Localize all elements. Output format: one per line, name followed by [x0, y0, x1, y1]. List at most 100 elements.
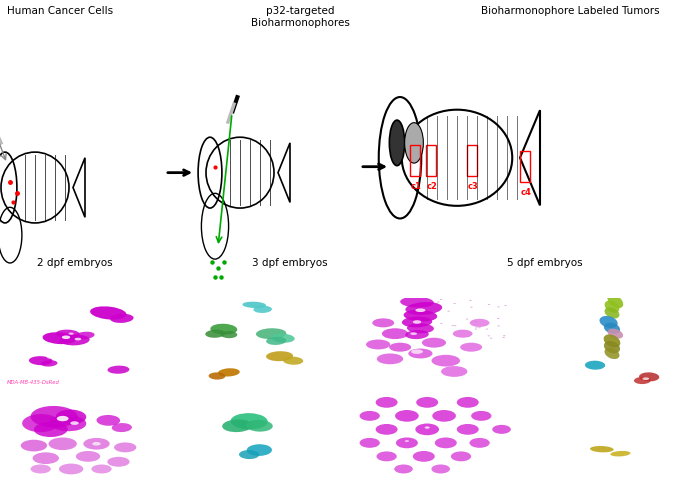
Ellipse shape [410, 367, 424, 372]
Ellipse shape [405, 330, 429, 339]
Ellipse shape [457, 397, 479, 408]
Ellipse shape [413, 320, 421, 324]
Ellipse shape [599, 316, 617, 328]
Ellipse shape [210, 324, 237, 334]
Ellipse shape [108, 365, 130, 374]
Text: c4': c4' [533, 395, 550, 405]
Ellipse shape [486, 329, 488, 330]
Ellipse shape [22, 414, 60, 432]
Ellipse shape [605, 348, 620, 359]
Ellipse shape [396, 438, 418, 448]
Ellipse shape [466, 318, 468, 319]
Ellipse shape [405, 440, 409, 442]
Ellipse shape [408, 348, 433, 359]
Ellipse shape [478, 327, 481, 328]
Ellipse shape [590, 446, 614, 453]
Bar [426, 145, 436, 176]
Ellipse shape [395, 410, 419, 422]
Ellipse shape [415, 424, 439, 435]
Ellipse shape [43, 332, 76, 344]
Text: c3: c3 [468, 182, 478, 191]
Ellipse shape [411, 349, 423, 354]
Ellipse shape [218, 368, 240, 377]
Ellipse shape [422, 338, 446, 348]
Ellipse shape [504, 305, 507, 306]
Text: Bioharmonophores: Bioharmonophores [83, 380, 133, 385]
Text: 2 dpf embryos: 2 dpf embryos [37, 258, 113, 268]
Bar [467, 145, 477, 176]
Ellipse shape [34, 422, 68, 437]
Ellipse shape [83, 438, 110, 450]
Ellipse shape [33, 453, 59, 464]
Ellipse shape [382, 328, 408, 339]
Ellipse shape [503, 335, 505, 336]
Ellipse shape [222, 420, 253, 432]
Ellipse shape [440, 299, 442, 300]
Ellipse shape [470, 319, 489, 327]
Ellipse shape [470, 307, 473, 308]
Ellipse shape [447, 311, 450, 312]
Ellipse shape [92, 442, 101, 446]
Ellipse shape [31, 406, 78, 427]
Ellipse shape [471, 411, 491, 421]
Ellipse shape [394, 465, 413, 473]
Ellipse shape [435, 438, 457, 448]
Ellipse shape [457, 424, 479, 435]
Ellipse shape [389, 120, 405, 166]
Ellipse shape [253, 306, 272, 313]
Ellipse shape [112, 423, 132, 432]
Text: Bioharmonophore Labeled Tumors: Bioharmonophore Labeled Tumors [481, 6, 659, 16]
Ellipse shape [605, 307, 620, 318]
Ellipse shape [405, 302, 442, 315]
Ellipse shape [70, 421, 78, 425]
Ellipse shape [266, 337, 286, 345]
Text: Human Cancer Cells: Human Cancer Cells [7, 6, 113, 16]
Ellipse shape [220, 331, 237, 338]
Ellipse shape [604, 323, 620, 334]
Ellipse shape [57, 416, 69, 421]
Ellipse shape [48, 438, 77, 450]
Ellipse shape [56, 409, 86, 424]
Ellipse shape [404, 310, 438, 321]
Text: c2': c2' [533, 301, 550, 311]
Ellipse shape [56, 330, 80, 338]
Ellipse shape [610, 451, 631, 456]
Ellipse shape [246, 420, 273, 432]
Ellipse shape [413, 451, 435, 462]
Text: c2: c2 [426, 182, 438, 191]
Ellipse shape [410, 333, 417, 335]
Ellipse shape [246, 444, 272, 456]
Ellipse shape [242, 302, 266, 308]
Ellipse shape [605, 301, 620, 313]
Text: c1': c1' [183, 301, 200, 311]
Ellipse shape [497, 318, 499, 319]
Ellipse shape [431, 355, 460, 366]
Ellipse shape [29, 356, 52, 365]
Ellipse shape [400, 297, 434, 308]
Ellipse shape [469, 300, 472, 301]
Text: c4: c4 [521, 187, 531, 197]
Ellipse shape [59, 464, 83, 474]
Ellipse shape [60, 334, 90, 346]
Ellipse shape [376, 424, 398, 435]
Ellipse shape [75, 332, 94, 339]
Ellipse shape [47, 355, 55, 359]
Ellipse shape [366, 339, 390, 349]
Ellipse shape [608, 294, 623, 308]
Ellipse shape [62, 335, 70, 339]
Ellipse shape [209, 372, 225, 379]
Ellipse shape [402, 317, 432, 327]
Ellipse shape [376, 397, 398, 408]
Ellipse shape [239, 450, 259, 459]
Ellipse shape [475, 321, 477, 322]
Ellipse shape [454, 325, 456, 326]
Ellipse shape [603, 334, 620, 348]
Ellipse shape [372, 318, 394, 327]
Text: 5 dpf embryos: 5 dpf embryos [508, 258, 583, 268]
Ellipse shape [110, 314, 134, 323]
Ellipse shape [90, 306, 127, 319]
Ellipse shape [440, 323, 442, 324]
Text: MDA-MB-435-DsRed: MDA-MB-435-DsRed [7, 380, 60, 385]
Ellipse shape [639, 372, 659, 381]
Ellipse shape [76, 451, 100, 462]
